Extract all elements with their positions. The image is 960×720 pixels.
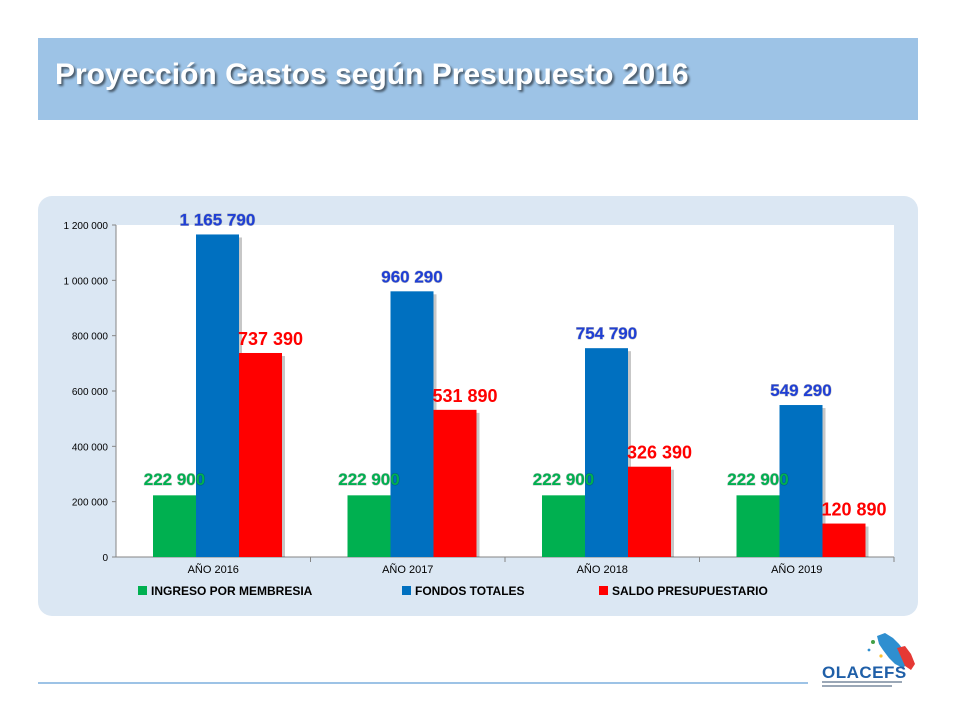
footer-line xyxy=(38,682,808,684)
y-tick-label: 600 000 xyxy=(72,387,109,398)
bar-2 xyxy=(433,409,477,557)
y-tick-label: 1 000 000 xyxy=(64,276,109,287)
data-label: 222 900 xyxy=(338,470,399,489)
data-label: 326 390 xyxy=(627,443,692,463)
bar-0 xyxy=(736,495,780,557)
olacefs-logo: OLACEFS xyxy=(815,630,925,692)
legend-swatch xyxy=(138,586,147,595)
data-label: 549 290 xyxy=(770,381,831,400)
bar-2 xyxy=(628,466,671,557)
logo-tagline-line xyxy=(822,681,902,683)
data-label: 222 900 xyxy=(144,470,205,489)
bar-chart: 0 200 000 400 000 600 000 800 000 1 000 000 1 … xyxy=(64,210,895,598)
data-label: 222 900 xyxy=(533,470,594,489)
x-tick-label: AÑO 2018 xyxy=(577,563,628,576)
bar-1 xyxy=(585,348,628,557)
y-tick-label: 800 000 xyxy=(72,332,109,343)
legend-label: INGRESO POR MEMBRESIA xyxy=(151,584,313,598)
chart-panel: 0 200 000 400 000 600 000 800 000 1 000 000 1 … xyxy=(38,196,918,616)
bar-1 xyxy=(196,234,239,557)
data-label: 754 790 xyxy=(576,324,637,343)
x-tick-label: AÑO 2017 xyxy=(382,563,433,576)
y-tick-label: 0 xyxy=(102,553,108,564)
legend-swatch xyxy=(402,586,411,595)
title-bar xyxy=(38,38,918,120)
bar-0 xyxy=(542,495,585,557)
legend-label: SALDO PRESUPUESTARIO xyxy=(612,584,768,598)
y-tick-label: 1 200 000 xyxy=(64,221,109,232)
bar-0 xyxy=(153,495,196,557)
data-label: 737 390 xyxy=(238,329,303,349)
bar-1 xyxy=(779,405,823,557)
y-tick-label: 200 000 xyxy=(72,498,109,509)
bar-2 xyxy=(239,352,282,557)
x-tick-label: AÑO 2016 xyxy=(188,563,239,576)
americas-map-icon xyxy=(867,633,915,670)
data-label: 120 890 xyxy=(821,500,886,520)
data-label: 1 165 790 xyxy=(180,210,256,229)
bar-1 xyxy=(390,291,434,557)
legend-label: FONDOS TOTALES xyxy=(415,584,525,598)
slide-title: Proyección Gastos según Presupuesto 2016 xyxy=(55,58,689,91)
x-tick-label: AÑO 2019 xyxy=(771,563,822,576)
y-tick-label: 400 000 xyxy=(72,442,109,453)
logo-tagline-line xyxy=(822,685,892,687)
logo-text: OLACEFS xyxy=(822,663,907,682)
data-label: 531 890 xyxy=(432,386,497,406)
legend-swatch xyxy=(599,586,608,595)
data-label: 960 290 xyxy=(381,267,442,286)
bar-0 xyxy=(347,495,391,557)
bar-2 xyxy=(822,523,866,557)
data-label: 222 900 xyxy=(727,470,788,489)
